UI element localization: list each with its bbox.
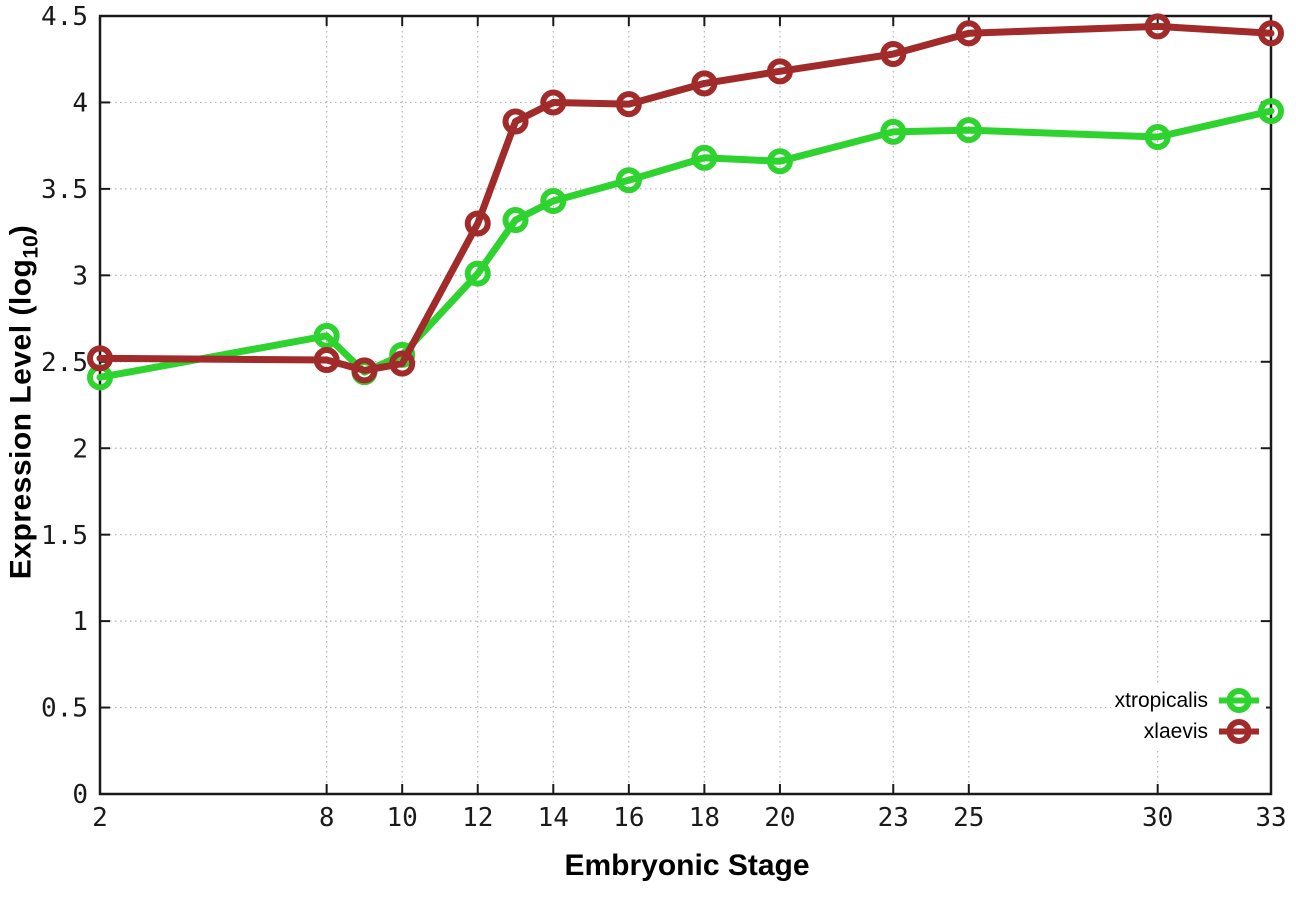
xtropicalis-marker-icon [1219,688,1259,713]
y-tick-label: 4.5 [41,2,88,32]
legend-item-xlaevis: xlaevis [1144,716,1262,747]
x-tick-label: 20 [764,803,795,833]
data-point-xtropicalis [880,118,907,145]
y-tick-label: 3 [72,261,88,291]
legend: xtropicalis xlaevis [1110,683,1266,749]
x-axis-title: Embryonic Stage [564,849,810,882]
data-point-xtropicalis [313,322,340,349]
data-point-xlaevis [880,41,907,68]
y-axis-title-subscript: 10 [19,235,43,259]
data-point-xlaevis [313,347,340,374]
data-point-xlaevis [1258,20,1284,47]
y-tick-label: 3.5 [41,175,88,205]
x-tick-label: 16 [613,803,644,833]
y-tick-label: 2.5 [41,348,88,378]
legend-label-xtropicalis: xtropicalis [1114,688,1208,712]
data-point-xlaevis [691,70,718,97]
x-tick-label: 23 [878,803,909,833]
legend-item-xtropicalis: xtropicalis [1115,685,1262,716]
data-point-xtropicalis [1258,98,1284,125]
x-tick-label: 18 [689,803,720,833]
data-point-xtropicalis [540,187,567,214]
legend-label-xlaevis: xlaevis [1143,719,1208,743]
data-point-xlaevis [87,345,113,372]
data-point-xtropicalis [766,148,793,175]
data-point-xtropicalis [955,117,982,144]
x-tick-label: 14 [538,803,569,833]
y-tick-label: 4 [72,89,88,119]
data-point-xlaevis [389,350,416,377]
data-point-xtropicalis [615,167,642,194]
data-point-xlaevis [766,58,793,85]
data-point-xlaevis [1144,13,1171,40]
y-axis-title-suffix: ) [4,224,38,236]
x-tick-label: 25 [953,803,984,833]
data-point-xtropicalis [464,260,491,287]
data-point-xlaevis [502,108,529,135]
data-point-xtropicalis [502,207,529,234]
x-tick-label: 12 [462,803,493,833]
x-tick-label: 30 [1142,803,1173,833]
x-tick-label: 8 [319,803,335,833]
y-tick-label: 1.5 [41,521,88,551]
y-tick-label: 1 [72,607,88,637]
y-tick-label: 0 [72,780,88,810]
x-tick-label: 10 [387,803,418,833]
data-point-xlaevis [351,357,378,384]
xlaevis-marker-icon [1219,719,1259,744]
x-tick-label: 33 [1255,803,1286,833]
data-point-xtropicalis [1144,124,1171,151]
series-line-xtropicalis [96,107,1275,381]
series-line-xlaevis [96,22,1275,374]
data-point-xlaevis [464,210,491,237]
plot-border [98,14,1273,796]
y-tick-label: 2 [72,434,88,464]
y-tick-label: 0.5 [41,694,88,724]
data-point-xlaevis [540,89,567,116]
data-point-xlaevis [615,91,642,118]
data-point-xtropicalis [691,144,718,171]
y-axis-title: Expression Level (log10) [5,225,44,579]
data-point-xlaevis [955,20,982,47]
y-axis-title-text: Expression Level (log [4,258,38,580]
x-tick-label: 2 [92,803,108,833]
